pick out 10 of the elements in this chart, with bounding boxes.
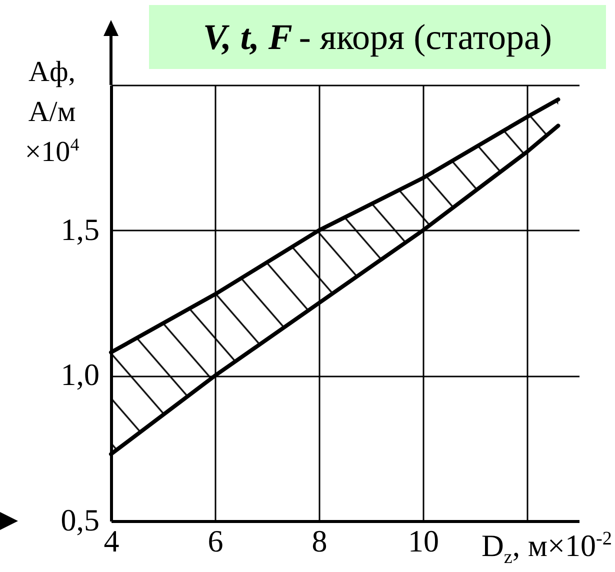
x-tick-label: 4 — [104, 524, 120, 558]
y-tick-label: 1,5 — [60, 212, 100, 247]
y-tick-label: 1,0 — [60, 357, 100, 392]
y-tick-label: 0,5 — [60, 502, 100, 538]
x-axis-title: D$_{z}$, м×10$^{-2}$ — [481, 528, 612, 568]
y-axis-title: Aф, А/м ×10$^{4}$ — [24, 55, 80, 170]
chart-title: V, t, F - якоря (статора) — [149, 5, 606, 69]
x-tick-label: 8 — [312, 524, 328, 558]
x-tick-label: 10 — [408, 524, 439, 558]
x-tick-label: 6 — [208, 524, 224, 558]
